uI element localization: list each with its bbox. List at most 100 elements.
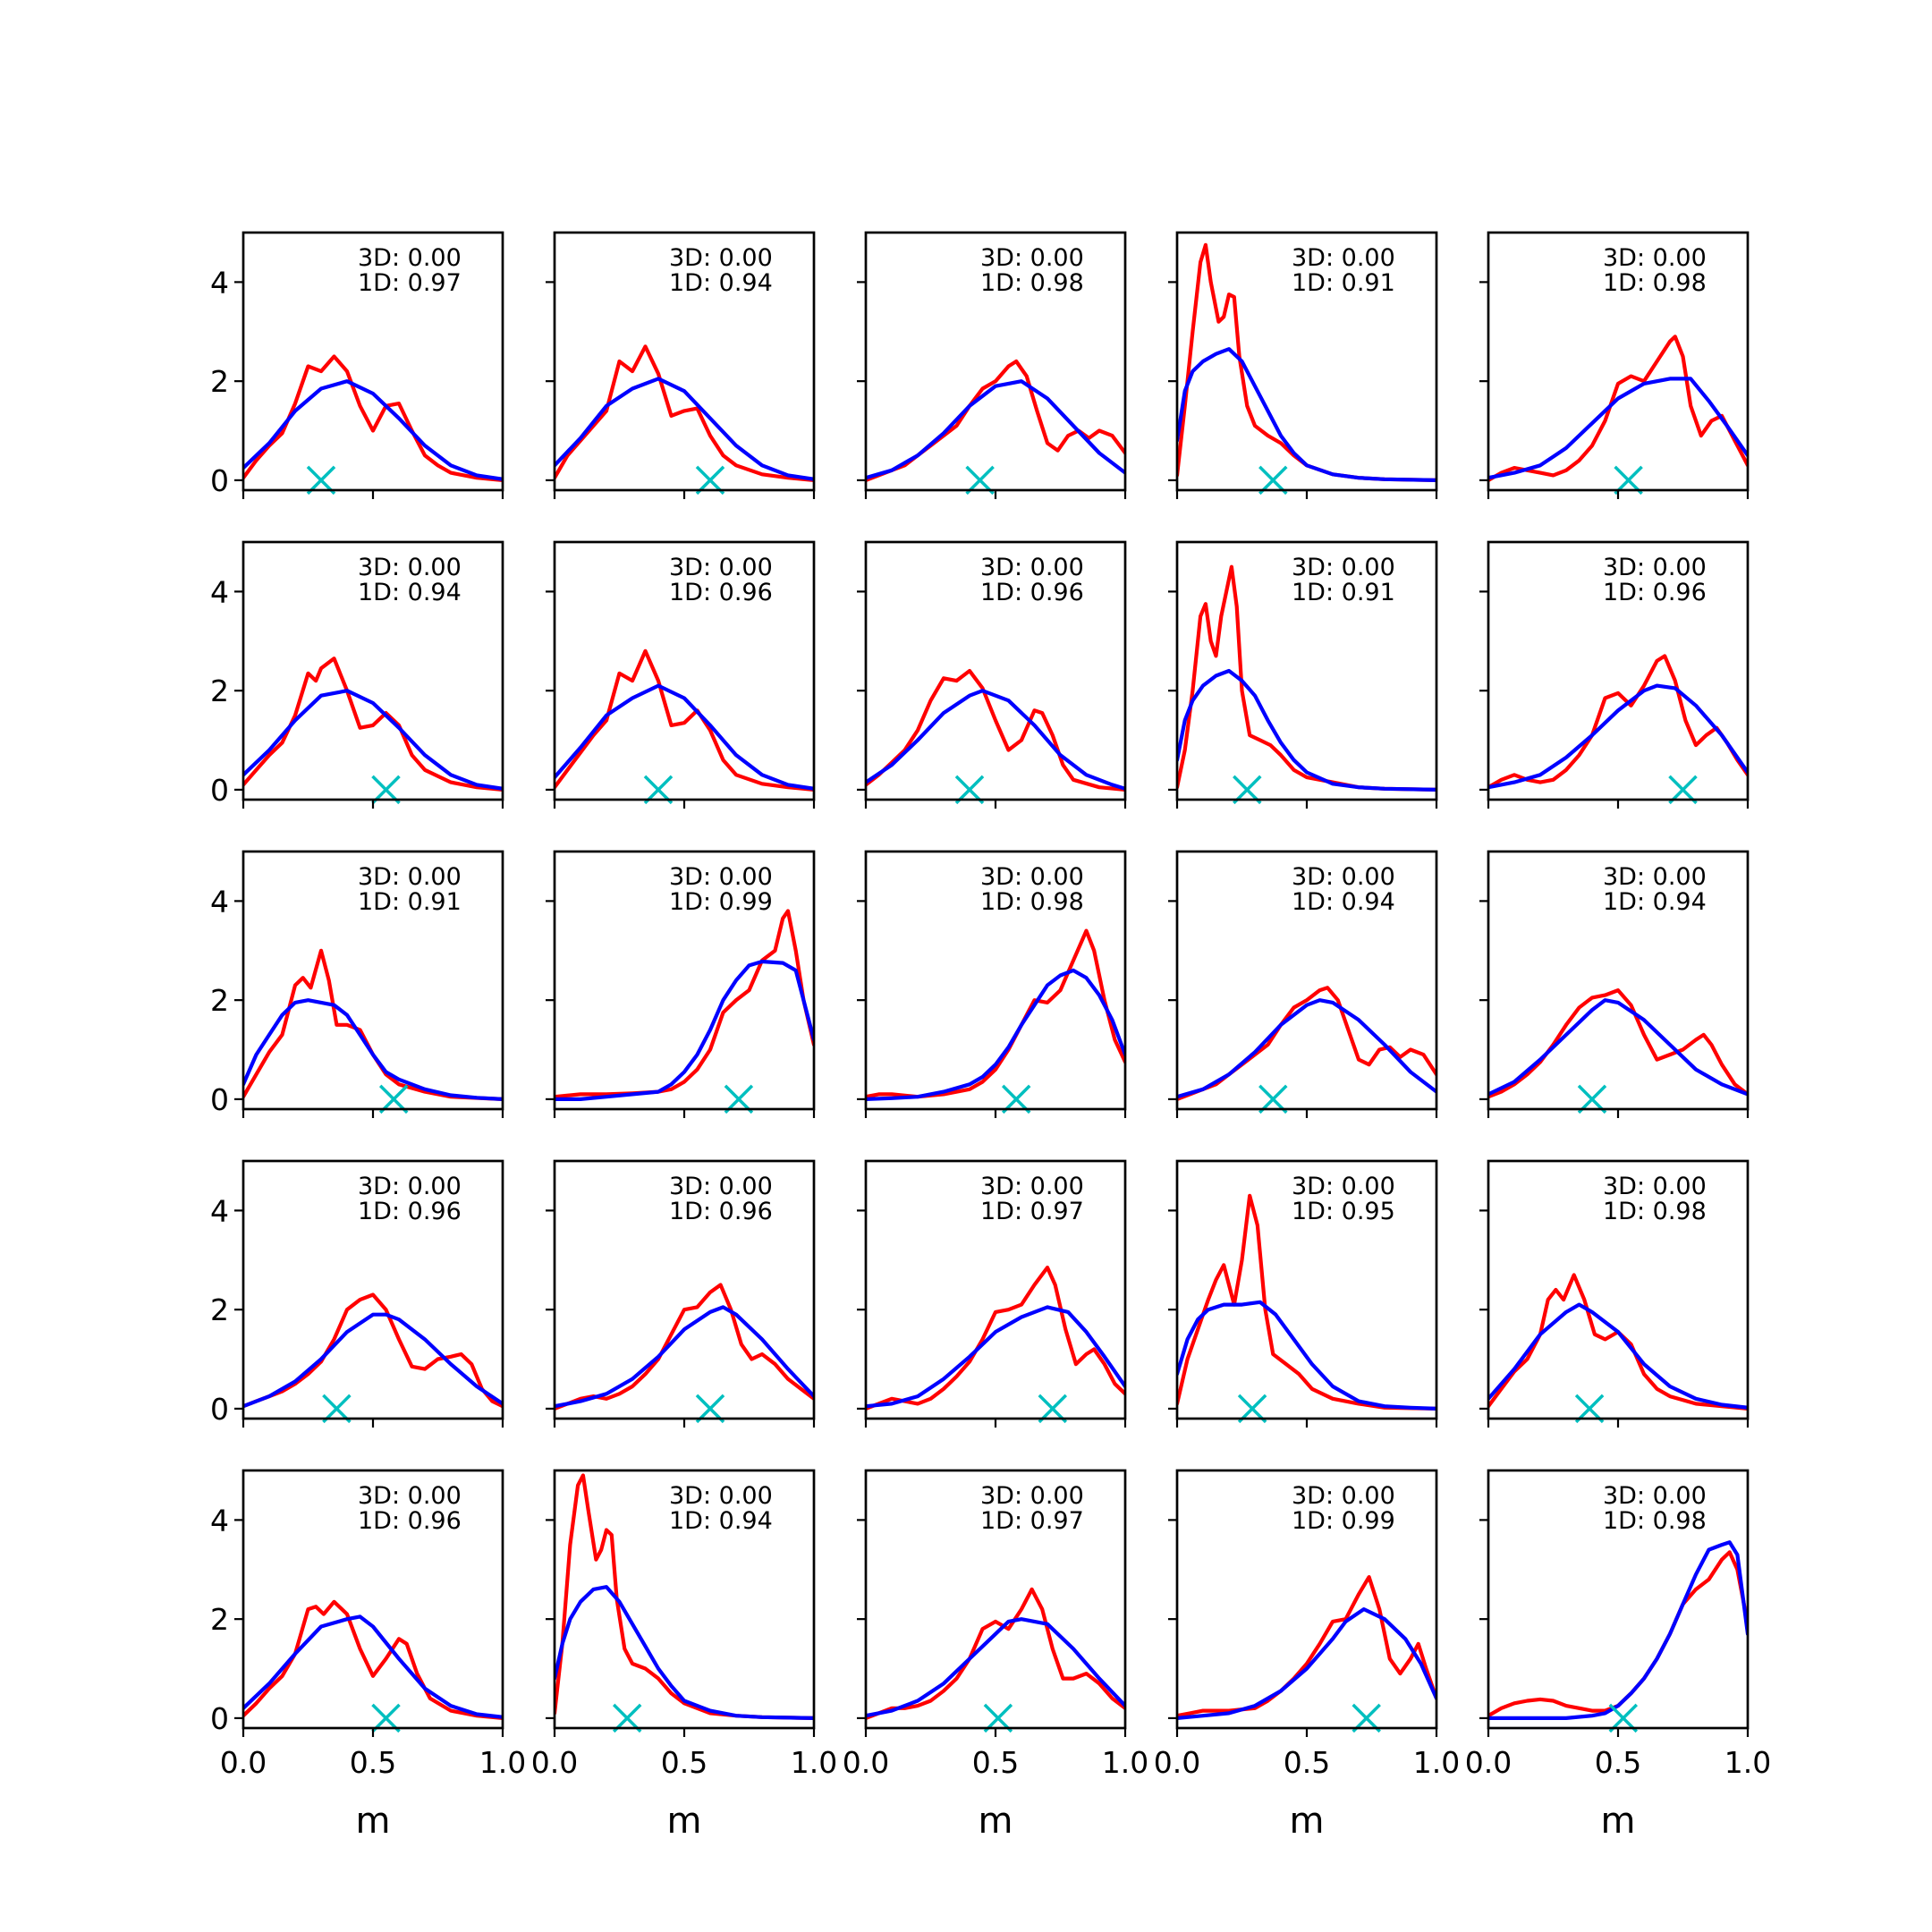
curves	[866, 928, 1125, 1101]
curves	[243, 657, 503, 792]
x-tick-label: 0.5	[1595, 1745, 1641, 1780]
curves	[866, 1587, 1125, 1720]
curves	[555, 909, 814, 1101]
annotation-3d: 3D: 0.00	[1603, 1173, 1707, 1200]
blue-series-line	[555, 1585, 814, 1720]
annotation-3d: 3D: 0.00	[669, 1173, 773, 1200]
blue-series-line	[243, 689, 503, 791]
annotation-1d: 1D: 0.98	[1603, 1198, 1707, 1225]
y-tick-label: 0	[210, 1082, 229, 1117]
curves	[866, 1266, 1125, 1411]
annotation-1d: 1D: 0.97	[980, 1198, 1084, 1225]
red-series-line	[1488, 654, 1748, 790]
x-axis-label: m	[979, 1801, 1013, 1842]
annotation-3d: 3D: 0.00	[980, 244, 1084, 272]
blue-series-line	[1488, 1540, 1748, 1720]
y-tick-label: 2	[210, 674, 229, 708]
red-series-line	[866, 1266, 1125, 1411]
red-series-line	[1488, 988, 1748, 1099]
curves	[243, 354, 503, 482]
x-tick-label: 1.0	[479, 1745, 526, 1780]
annotation-1d: 1D: 0.97	[980, 1507, 1084, 1535]
curves	[866, 668, 1125, 792]
curves	[243, 1599, 503, 1720]
blue-series-line	[1488, 998, 1748, 1097]
red-series-line	[243, 948, 503, 1101]
annotation-3d: 3D: 0.00	[1603, 554, 1707, 581]
annotation-3d: 3D: 0.00	[669, 1482, 773, 1510]
y-tick-label: 2	[210, 1292, 229, 1327]
annotation-3d: 3D: 0.00	[980, 1173, 1084, 1200]
blue-series-line	[555, 959, 814, 1101]
annotation-3d: 3D: 0.00	[358, 554, 462, 581]
curves	[1177, 986, 1436, 1101]
annotation-1d: 1D: 0.96	[358, 1507, 462, 1535]
red-series-line	[555, 344, 814, 482]
y-tick-label: 0	[210, 773, 229, 808]
x-tick-label: 0.5	[350, 1745, 396, 1780]
red-series-line	[243, 1292, 503, 1409]
curves	[1177, 564, 1436, 792]
annotation-3d: 3D: 0.00	[1292, 554, 1395, 581]
y-tick-label: 4	[210, 1193, 229, 1228]
x-tick-label: 0.5	[1284, 1745, 1330, 1780]
blue-series-line	[243, 1614, 503, 1719]
x-axis-label: m	[1601, 1801, 1636, 1842]
annotation-3d: 3D: 0.00	[1292, 244, 1395, 272]
annotation-1d: 1D: 0.95	[1292, 1198, 1395, 1225]
x-axis-label: m	[356, 1801, 391, 1842]
curves	[555, 1473, 814, 1720]
annotation-3d: 3D: 0.00	[980, 863, 1084, 891]
annotation-1d: 1D: 0.99	[1292, 1507, 1395, 1535]
blue-series-line	[866, 379, 1125, 480]
annotation-1d: 1D: 0.96	[980, 579, 1084, 606]
annotation-3d: 3D: 0.00	[1603, 1482, 1707, 1510]
annotation-3d: 3D: 0.00	[669, 554, 773, 581]
blue-series-line	[1177, 998, 1436, 1099]
annotation-1d: 1D: 0.96	[358, 1198, 462, 1225]
annotation-3d: 3D: 0.00	[1292, 1482, 1395, 1510]
blue-series-line	[1488, 1302, 1748, 1410]
y-tick-label: 4	[210, 574, 229, 609]
annotation-3d: 3D: 0.00	[358, 1482, 462, 1510]
annotation-1d: 1D: 0.94	[669, 269, 773, 297]
blue-series-line	[1488, 683, 1748, 790]
curves	[1488, 1540, 1748, 1720]
red-series-line	[243, 354, 503, 482]
y-tick-label: 0	[210, 1701, 229, 1736]
annotation-1d: 1D: 0.99	[669, 888, 773, 916]
x-tick-label: 0.0	[531, 1745, 578, 1780]
blue-series-line	[866, 689, 1125, 791]
curves	[866, 359, 1125, 482]
annotation-1d: 1D: 0.96	[669, 579, 773, 606]
curves	[1177, 1575, 1436, 1720]
curves	[1177, 1193, 1436, 1411]
annotation-1d: 1D: 0.96	[669, 1198, 773, 1225]
blue-series-line	[555, 1305, 814, 1409]
red-series-line	[1488, 1273, 1748, 1411]
y-tick-label: 0	[210, 463, 229, 498]
annotation-3d: 3D: 0.00	[669, 863, 773, 891]
curves	[1488, 988, 1748, 1099]
annotation-1d: 1D: 0.91	[1292, 579, 1395, 606]
